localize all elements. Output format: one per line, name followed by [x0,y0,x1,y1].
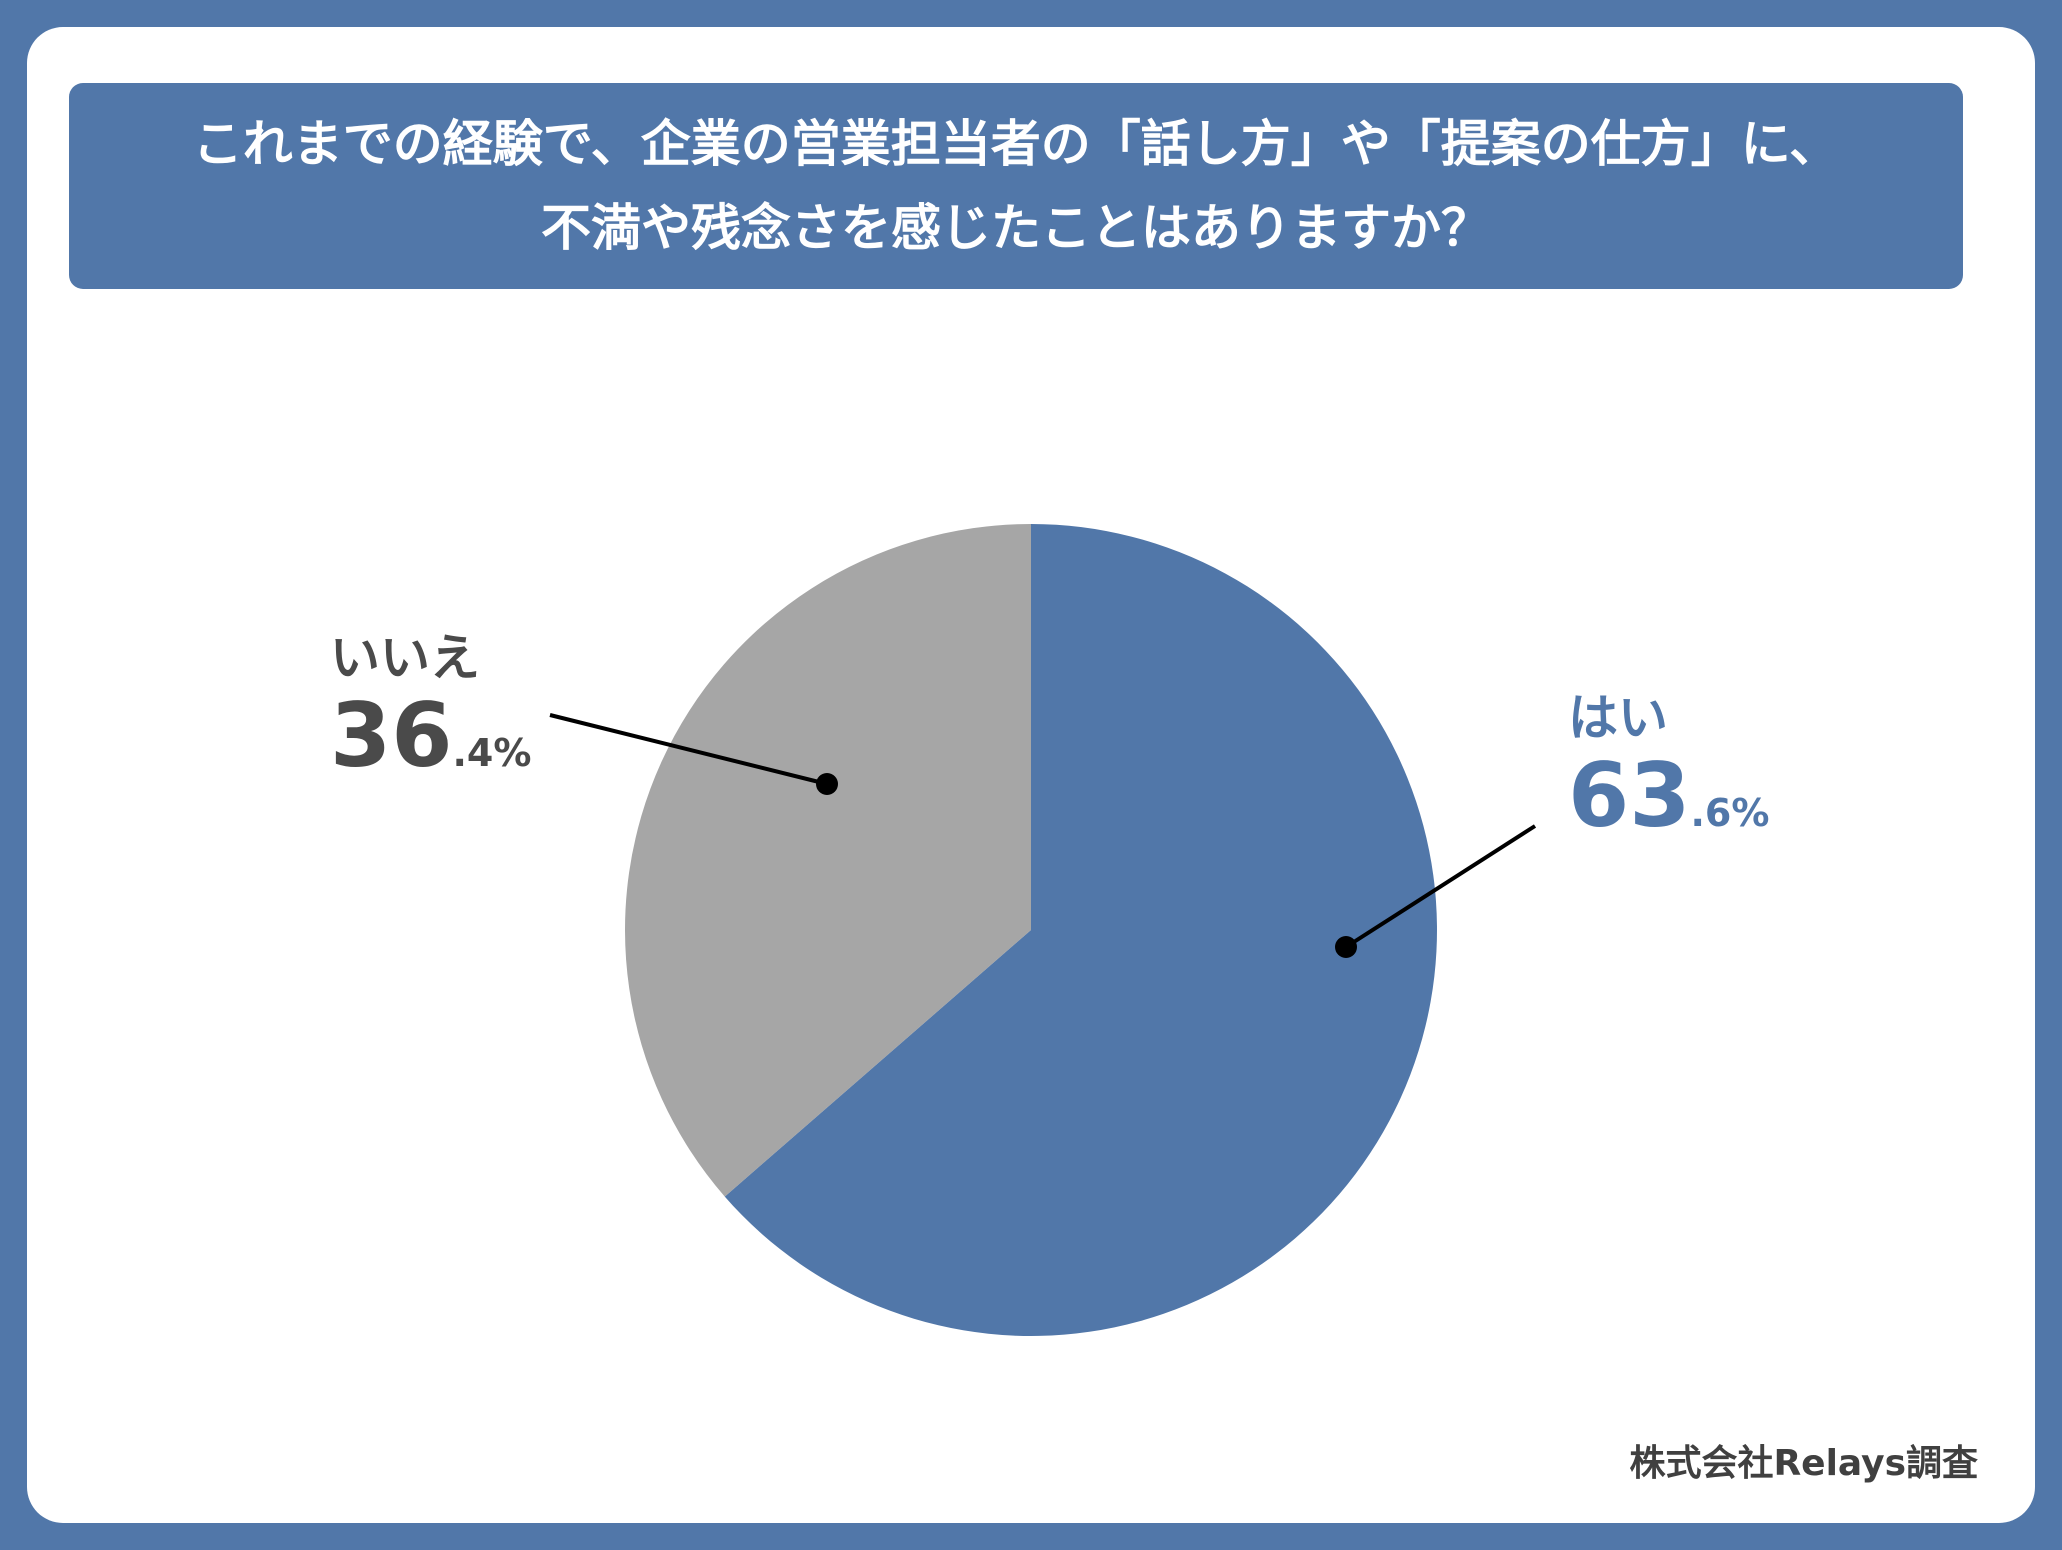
label-yes: はい 63.6% [1568,688,1769,861]
label-no: いいえ 36.4% [330,628,531,801]
leader-yes-dot [1335,936,1357,958]
leader-no-dot [816,773,838,795]
question-title-line-2: 不満や残念さを感じたことはありますか？ [541,199,1491,257]
question-title-box: これまでの経験で、企業の営業担当者の「話し方」や「提案の仕方」に、 不満や残念さ… [69,83,1963,289]
label-no-value: 36.4% [330,688,531,801]
slice-yes [724,524,1437,1336]
question-title-line-1: これまでの経験で、企業の営業担当者の「話し方」や「提案の仕方」に、 [192,115,1840,173]
label-no-value-int: 36 [330,684,453,787]
label-yes-value: 63.6% [1568,748,1769,861]
label-yes-value-dec: .6% [1690,791,1770,835]
label-no-value-dec: .4% [452,731,532,775]
slice-no [624,524,1031,1197]
label-no-name: いいえ [330,629,480,687]
label-yes-name: はい [1568,689,1668,747]
leader-yes-line [1344,824,1537,949]
leader-no-line [549,713,828,786]
label-yes-value-int: 63 [1568,744,1691,847]
source-note: 株式会社Relays調査 [1629,1443,1978,1484]
